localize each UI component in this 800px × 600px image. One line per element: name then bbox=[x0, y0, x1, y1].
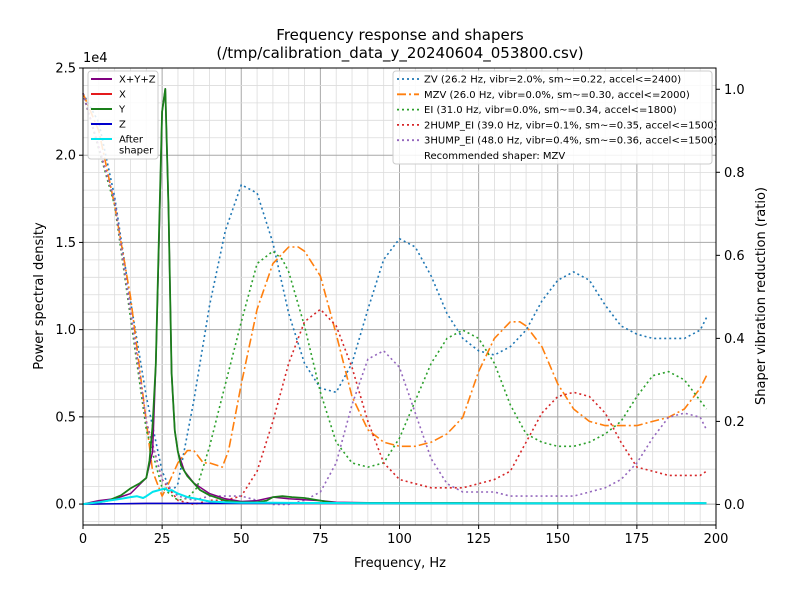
y-left-tick-label: 0.5 bbox=[55, 410, 76, 425]
y-left-axis-ticks: 0.0 0.5 1.0 1.5 2.0 2.5 bbox=[55, 62, 83, 513]
y-right-axis-title: Shaper vibration reduction (ratio) bbox=[754, 187, 769, 405]
y-right-tick-label: 0.4 bbox=[724, 332, 745, 347]
x-tick-label: 125 bbox=[466, 532, 491, 547]
shaper-legend: ZV (26.2 Hz, vibr=2.0%, sm~=0.22, accel<… bbox=[392, 70, 718, 165]
shaper-legend-label-3: 2HUMP_EI (39.0 Hz, vibr=0.1%, sm~=0.35, … bbox=[424, 120, 718, 131]
x-tick-label: 50 bbox=[233, 532, 250, 547]
x-tick-label: 25 bbox=[154, 532, 171, 547]
shaper-legend-label-4: 3HUMP_EI (48.0 Hz, vibr=0.4%, sm~=0.36, … bbox=[424, 136, 718, 147]
y-left-tick-label: 1.0 bbox=[55, 323, 76, 338]
y-right-tick-label: 0.2 bbox=[724, 415, 745, 430]
y-left-tick-label: 2.5 bbox=[55, 62, 76, 77]
shaper-series-line-2 bbox=[82, 93, 708, 502]
psd-legend-label-1: X bbox=[119, 90, 126, 101]
y-left-tick-label: 0.0 bbox=[55, 498, 76, 513]
y-right-tick-label: 0.0 bbox=[724, 498, 745, 513]
shaper-series-line-3 bbox=[82, 93, 707, 506]
psd-curves bbox=[82, 88, 707, 506]
psd-legend-label-2: Y bbox=[118, 105, 126, 116]
chart-title-line1: Frequency response and shapers bbox=[276, 26, 524, 44]
psd-legend-label-4: After bbox=[119, 135, 144, 146]
psd-legend-label-0: X+Y+Z bbox=[119, 75, 156, 86]
y-left-tick-label: 2.0 bbox=[55, 149, 76, 164]
psd-series-line-4 bbox=[82, 487, 707, 506]
y-left-tick-label: 1.5 bbox=[55, 236, 76, 251]
x-tick-label: 0 bbox=[79, 532, 87, 547]
psd-legend-label-4: shaper bbox=[119, 146, 154, 157]
y-right-axis-ticks: 0.0 0.2 0.4 0.6 0.8 1.0 bbox=[716, 83, 745, 513]
y-right-tick-label: 1.0 bbox=[724, 83, 745, 98]
psd-legend-label-3: Z bbox=[119, 120, 126, 131]
shaper-legend-label-2: EI (31.0 Hz, vibr=0.0%, sm~=0.34, accel<… bbox=[424, 105, 677, 116]
recommended-shaper-text: Recommended shaper: MZV bbox=[424, 151, 565, 162]
y-left-exponent-label: 1e4 bbox=[83, 51, 108, 66]
x-tick-label: 200 bbox=[704, 532, 729, 547]
x-tick-label: 100 bbox=[387, 532, 412, 547]
y-left-axis-title: Power spectral density bbox=[32, 222, 47, 370]
x-axis-title: Frequency, Hz bbox=[354, 556, 446, 571]
shaper-legend-label-1: MZV (26.0 Hz, vibr=0.0%, sm~=0.30, accel… bbox=[424, 90, 690, 101]
chart-title-line2: (/tmp/calibration_data_y_20240604_053800… bbox=[216, 44, 583, 63]
shaper-legend-box bbox=[392, 70, 713, 165]
x-tick-label: 75 bbox=[312, 532, 329, 547]
y-right-tick-label: 0.8 bbox=[724, 166, 745, 181]
x-axis-ticks: 0 25 50 75 100 125 150 175 200 bbox=[79, 525, 729, 547]
shaper-legend-label-0: ZV (26.2 Hz, vibr=2.0%, sm~=0.22, accel<… bbox=[424, 75, 681, 86]
y-right-tick-label: 0.6 bbox=[724, 249, 745, 264]
x-tick-label: 150 bbox=[545, 532, 570, 547]
shaper-series-line-1 bbox=[82, 93, 708, 497]
x-tick-label: 175 bbox=[624, 532, 649, 547]
